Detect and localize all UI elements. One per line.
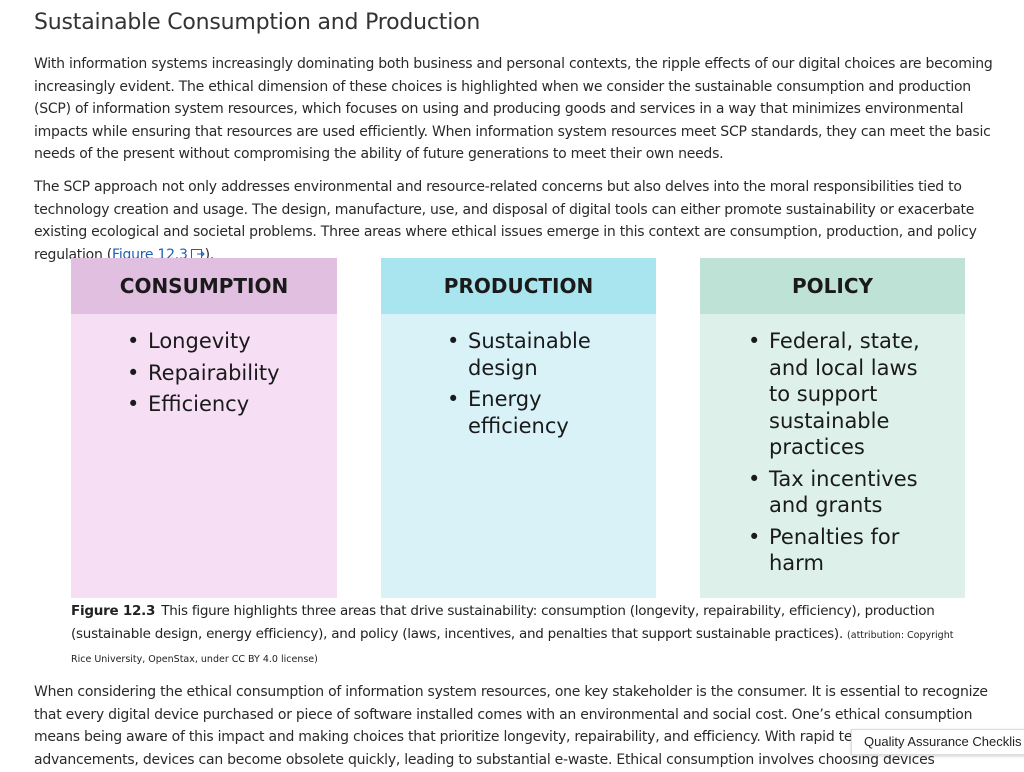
column-title: POLICY bbox=[700, 258, 965, 314]
figure-column: POLICY Federal, state, and local laws to… bbox=[700, 258, 965, 598]
figure-column: PRODUCTION Sustainable designEnergy effi… bbox=[381, 258, 656, 598]
figure-column: CONSUMPTION Longevity Repairability Effici… bbox=[71, 258, 337, 598]
paragraph: The SCP approach not only addresses envi… bbox=[34, 176, 999, 266]
paragraph: With information systems increasingly do… bbox=[34, 56, 993, 162]
list-item: Sustainable design bbox=[447, 328, 597, 381]
column-title: CONSUMPTION bbox=[71, 258, 337, 314]
column-list: Federal, state, and local laws to suppor… bbox=[748, 314, 928, 577]
list-item: Federal, state, and local laws to suppor… bbox=[748, 328, 928, 461]
caption-label: Figure 12.3 bbox=[71, 603, 156, 619]
paragraph-text: The SCP approach not only addresses envi… bbox=[34, 179, 977, 263]
tooltip[interactable]: Quality Assurance Checklis bbox=[851, 729, 1024, 755]
list-item: Efficiency bbox=[127, 391, 317, 418]
column-title: PRODUCTION bbox=[381, 258, 656, 314]
paragraph-text: ). bbox=[204, 246, 215, 263]
list-item: Longevity bbox=[127, 328, 317, 355]
list-item: Tax incentives and grants bbox=[748, 466, 928, 519]
list-item: Repairability bbox=[127, 360, 317, 387]
heading: Sustainable Consumption and Production bbox=[34, 10, 481, 35]
column-list: Longevity Repairability Efficiency bbox=[127, 314, 317, 418]
list-item: Energy efficiency bbox=[447, 386, 597, 439]
caption-text: This figure highlights three areas that … bbox=[71, 603, 935, 642]
paragraph: When considering the ethical consumption… bbox=[34, 684, 988, 768]
figure-caption: Figure 12.3 This figure highlights three … bbox=[71, 600, 971, 671]
caption-attribution: (attribution: Copyright Rice University,… bbox=[71, 630, 954, 665]
column-list: Sustainable designEnergy efficiency bbox=[447, 314, 597, 439]
list-item: Penalties for harm bbox=[748, 524, 928, 577]
